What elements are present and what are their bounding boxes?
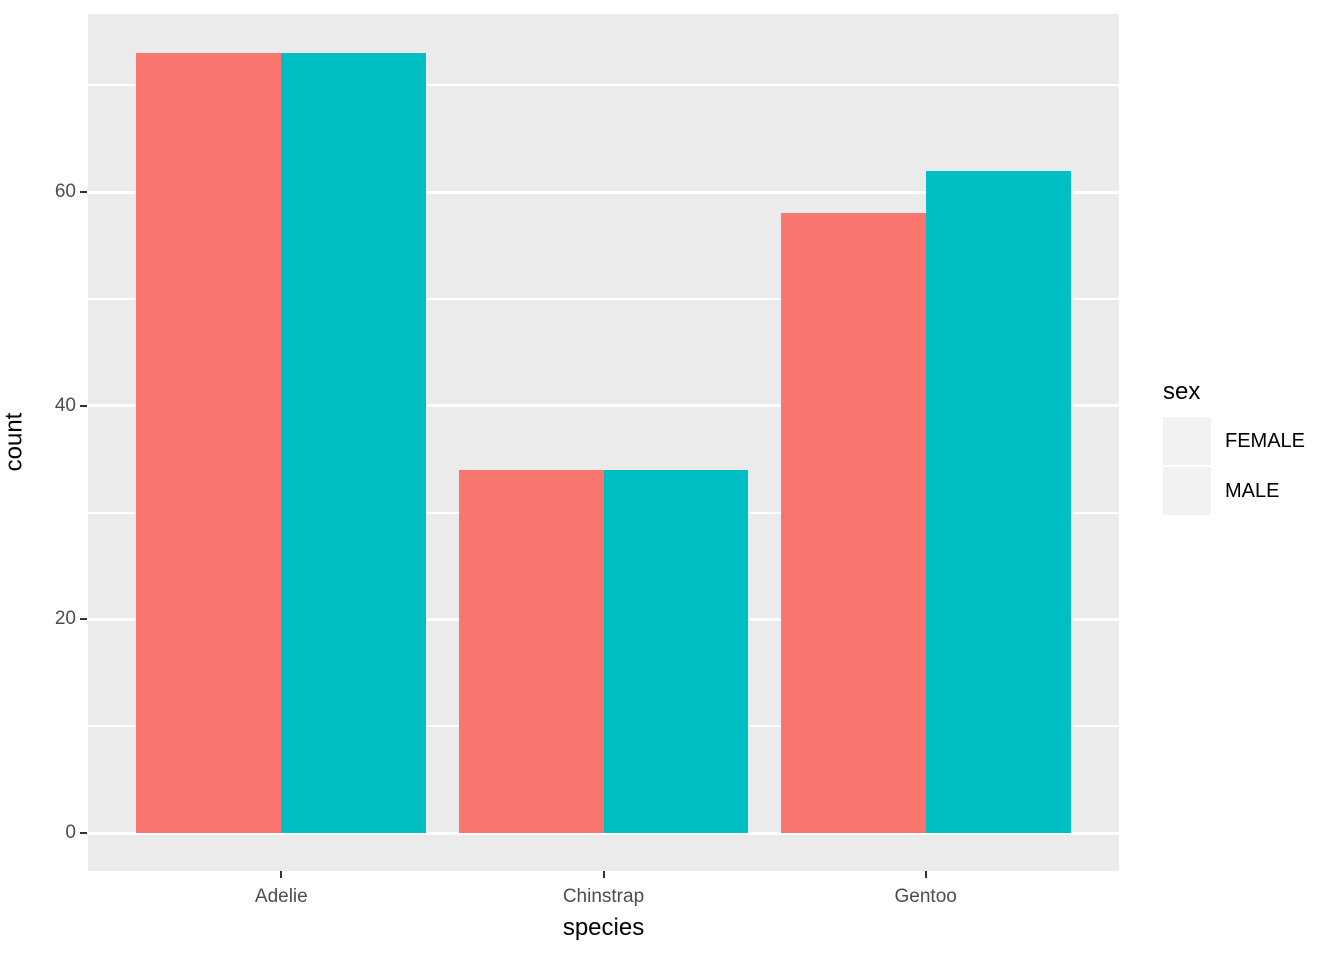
bar-gentoo-male: [925, 170, 1071, 833]
gridline-major: [88, 190, 1119, 194]
x-axis-title: species: [562, 914, 645, 941]
y-tick-label: 40: [54, 394, 76, 416]
legend-entry-male: MALE: [1163, 467, 1338, 515]
gridline-major: [88, 831, 1119, 835]
y-tick-mark: [80, 618, 87, 621]
x-tick-mark: [924, 871, 927, 878]
legend: sex FEMALE MALE: [1163, 378, 1338, 517]
legend-title: sex: [1163, 378, 1201, 405]
legend-key-male: [1163, 467, 1211, 515]
x-tick-label: Chinstrap: [562, 886, 645, 907]
bar-chinstrap-male: [603, 469, 749, 833]
legend-label-female: FEMALE: [1225, 429, 1306, 452]
plot-panel: [88, 14, 1119, 871]
x-tick-mark: [280, 871, 283, 878]
bar-adelie-male: [281, 53, 427, 833]
gridline-minor: [88, 297, 1119, 300]
legend-entry-female: FEMALE: [1163, 417, 1338, 465]
x-tick-mark: [602, 871, 605, 878]
legend-key-female: [1163, 417, 1211, 465]
bar-chinstrap-female: [458, 469, 604, 833]
y-tick-mark: [80, 832, 87, 834]
gridline-minor: [88, 84, 1119, 87]
y-tick-mark: [80, 191, 87, 193]
y-tick-label: 60: [54, 181, 76, 202]
bar-gentoo-female: [780, 213, 926, 833]
y-axis-title: count: [0, 412, 28, 472]
legend-label-male: MALE: [1225, 479, 1280, 502]
gridline-major: [88, 404, 1119, 408]
y-tick-label: 0: [65, 822, 76, 843]
y-tick-label: 20: [54, 608, 76, 630]
x-tick-label: Gentoo: [894, 886, 957, 907]
y-tick-mark: [80, 404, 87, 407]
x-tick-label: Adelie: [254, 886, 308, 907]
bar-adelie-female: [136, 53, 282, 833]
